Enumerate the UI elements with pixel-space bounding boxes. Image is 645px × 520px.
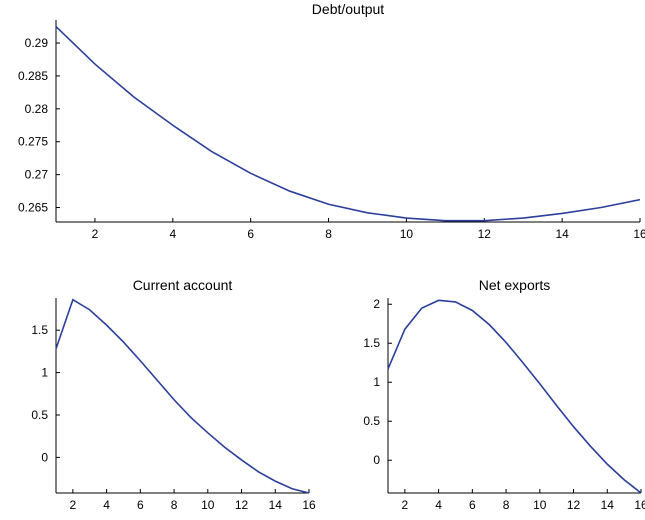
current-account-x-tick-label: 4 xyxy=(103,498,110,512)
debt-output-x-tick-label: 8 xyxy=(325,227,332,241)
debt-output-y-tick-label: 0.265 xyxy=(18,201,48,215)
debt-output-y-tick-label: 0.29 xyxy=(25,36,49,50)
current-account-x-tick-label: 2 xyxy=(70,498,77,512)
net-exports-x-tick-label: 2 xyxy=(402,498,409,512)
net-exports-y-tick-label: 1.5 xyxy=(363,336,380,350)
net-exports-y-tick-label: 0.5 xyxy=(363,414,380,428)
debt-output-title: Debt/output xyxy=(312,1,384,17)
net-exports-x-tick-label: 6 xyxy=(469,498,476,512)
debt-output-plot: Debt/output 2 4 6 8 10 12 14 16 0.265 0.27 0.275 0.… xyxy=(18,1,645,241)
debt-output-x-tick-label: 12 xyxy=(478,227,492,241)
debt-output-y-tick-label: 0.28 xyxy=(25,102,49,116)
current-account-x-tick-label: 16 xyxy=(302,498,316,512)
debt-output-x-tick-label: 2 xyxy=(92,227,99,241)
current-account-x-tick-label: 14 xyxy=(269,498,283,512)
debt-output-x-tick-label: 14 xyxy=(555,227,569,241)
current-account-title: Current account xyxy=(133,277,233,293)
current-account-y-tick-label: 0 xyxy=(41,450,48,464)
current-account-series-line xyxy=(55,298,310,494)
net-exports-x-tick-label: 10 xyxy=(533,498,547,512)
net-exports-title: Net exports xyxy=(479,277,551,293)
debt-output-x-tick-label: 4 xyxy=(169,227,176,241)
current-account-x-tick-label: 10 xyxy=(201,498,215,512)
net-exports-y-tick-label: 1 xyxy=(373,375,380,389)
net-exports-y-tick-label: 2 xyxy=(373,297,380,311)
debt-output-x-tick-label: 6 xyxy=(247,227,254,241)
net-exports-x-tick-label: 4 xyxy=(435,498,442,512)
net-exports-series-line xyxy=(387,299,642,494)
net-exports-x-tick-label: 8 xyxy=(503,498,510,512)
current-account-plot: Current account 2 4 6 8 10 12 14 16 0 0.5 1 1.5 xyxy=(31,277,316,512)
debt-output-y-tick-label: 0.275 xyxy=(18,135,48,149)
current-account-y-tick-label: 1.5 xyxy=(31,323,48,337)
debt-output-x-tick-label: 10 xyxy=(400,227,414,241)
net-exports-x-tick-label: 14 xyxy=(601,498,615,512)
net-exports-plot: Net exports 2 4 6 8 10 12 14 16 0 0.5 1 1.5 2 xyxy=(363,277,645,512)
debt-output-series-line xyxy=(55,26,641,222)
net-exports-x-tick-label: 12 xyxy=(567,498,581,512)
net-exports-x-tick-label: 16 xyxy=(634,498,645,512)
debt-output-x-tick-label: 16 xyxy=(633,227,645,241)
current-account-x-tick-label: 8 xyxy=(171,498,178,512)
current-account-x-tick-label: 12 xyxy=(235,498,249,512)
net-exports-y-tick-label: 0 xyxy=(373,453,380,467)
debt-output-y-tick-label: 0.285 xyxy=(18,69,48,83)
current-account-y-tick-label: 0.5 xyxy=(31,408,48,422)
current-account-x-tick-label: 6 xyxy=(137,498,144,512)
debt-output-y-tick-label: 0.27 xyxy=(25,168,49,182)
current-account-y-tick-label: 1 xyxy=(41,366,48,380)
